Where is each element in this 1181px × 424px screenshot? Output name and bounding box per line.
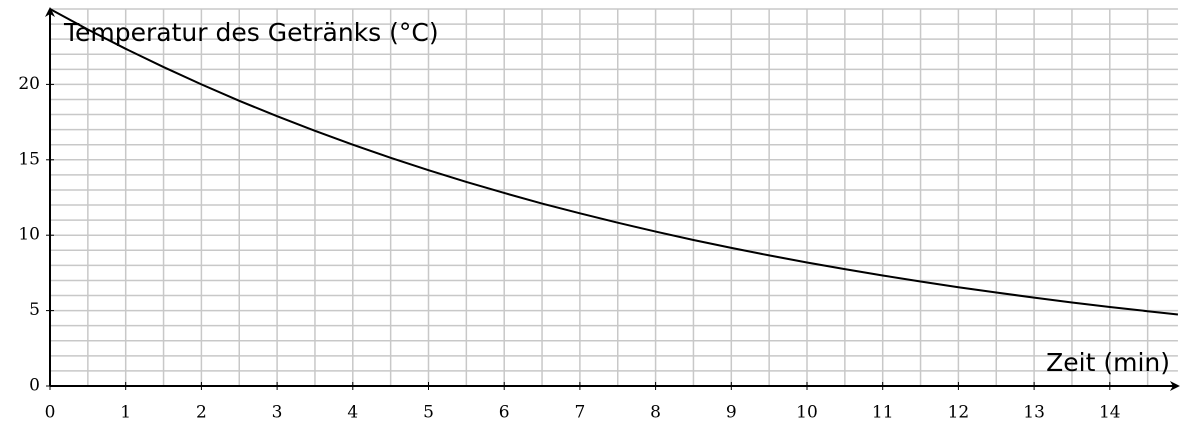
y-tick-label: 15 bbox=[18, 149, 40, 169]
x-tick-label: 14 bbox=[1099, 403, 1121, 423]
x-tick-label: 10 bbox=[796, 403, 818, 423]
x-tick-label: 12 bbox=[948, 403, 970, 423]
x-tick-label: 4 bbox=[347, 403, 358, 423]
x-axis-arrow bbox=[1169, 381, 1180, 391]
y-axis-label: Temperatur des Getränks (°C) bbox=[63, 18, 439, 47]
x-tick-label: 2 bbox=[196, 403, 207, 423]
grid bbox=[49, 8, 1178, 387]
y-axis-arrow bbox=[45, 7, 55, 17]
x-tick-label: 0 bbox=[45, 403, 56, 423]
x-tick-label: 8 bbox=[650, 403, 661, 423]
x-tick-label: 3 bbox=[272, 403, 283, 423]
y-tick-label: 10 bbox=[18, 225, 40, 245]
y-tick-label: 0 bbox=[29, 376, 40, 396]
x-tick-label: 5 bbox=[423, 403, 434, 423]
y-tick-label: 20 bbox=[18, 74, 40, 94]
x-axis-label: Zeit (min) bbox=[1046, 348, 1170, 377]
x-tick-label: 13 bbox=[1023, 403, 1045, 423]
x-tick-label: 11 bbox=[872, 403, 894, 423]
x-tick-label: 9 bbox=[726, 403, 737, 423]
axes bbox=[45, 7, 1180, 391]
x-tick-label: 6 bbox=[499, 403, 510, 423]
curve bbox=[49, 8, 1179, 316]
x-tick-label: 1 bbox=[120, 403, 131, 423]
y-tick-label: 5 bbox=[29, 300, 40, 320]
x-tick-label: 7 bbox=[574, 403, 585, 423]
